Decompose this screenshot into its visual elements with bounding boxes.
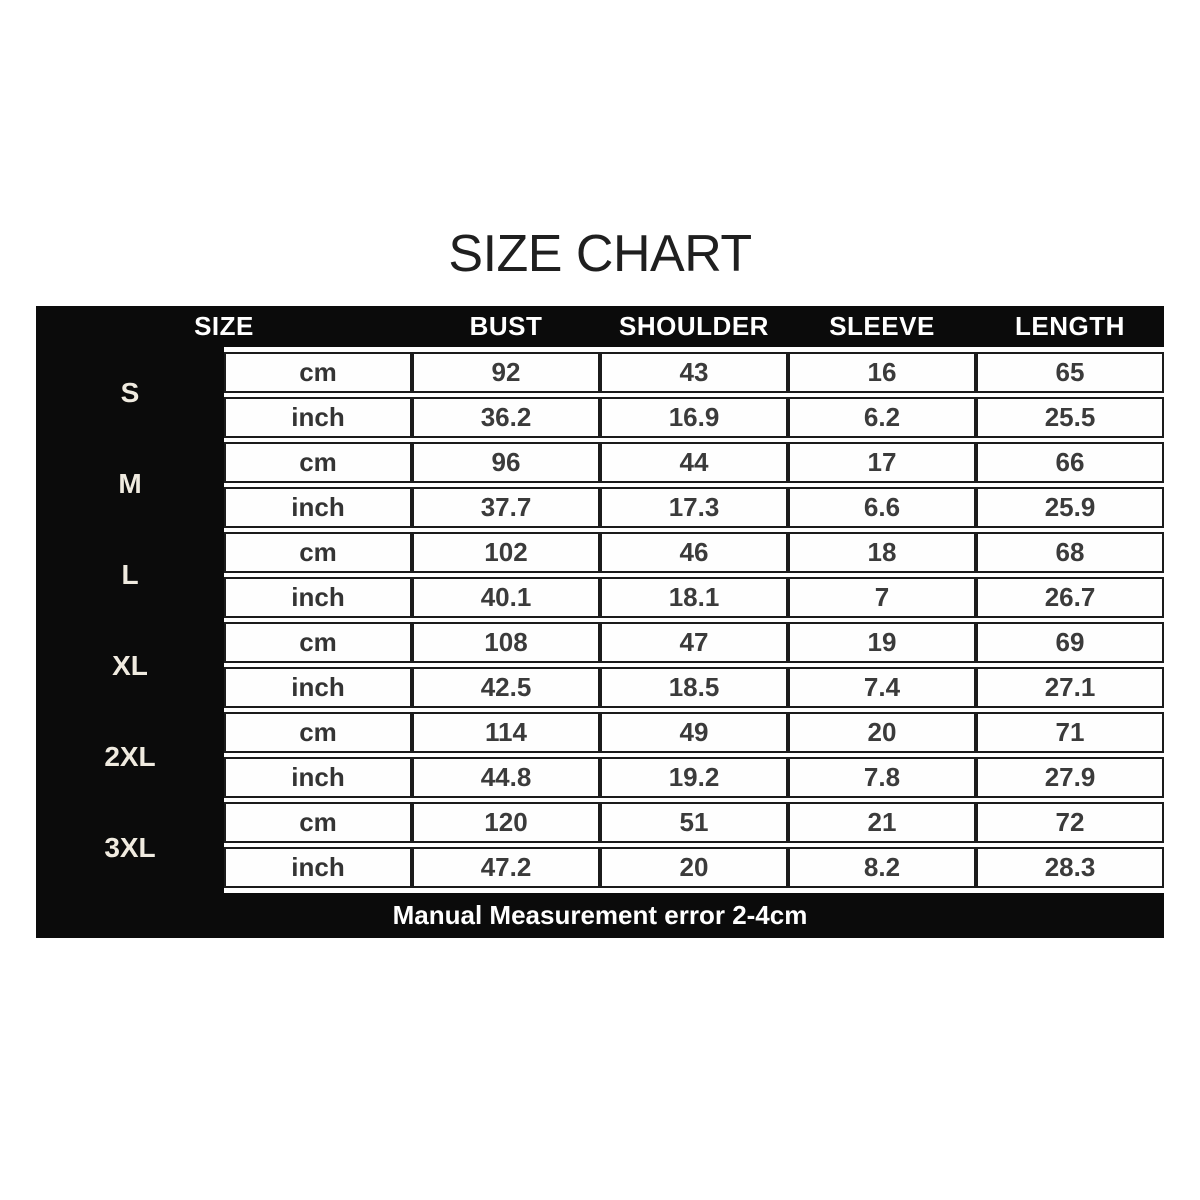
value-cell: 44.8 (412, 757, 600, 798)
value-cell: 16 (788, 352, 976, 393)
table-footer-row: Manual Measurement error 2-4cm (36, 893, 1164, 938)
size-label: 2XL (104, 740, 156, 772)
size-label: XL (112, 649, 148, 681)
value-cell: 6.2 (788, 397, 976, 438)
value-cell: 7.4 (788, 667, 976, 708)
value-cell: 6.6 (788, 487, 976, 528)
unit-cell: inch (224, 667, 412, 708)
size-label: 3XL (104, 831, 156, 863)
value-cell: 71 (976, 712, 1164, 753)
value-cell: 120 (412, 802, 600, 843)
unit-cell: cm (224, 352, 412, 393)
header-cell-length: LENGTH (1015, 311, 1125, 341)
unit-cell: inch (224, 487, 412, 528)
value-cell: 43 (600, 352, 788, 393)
value-cell: 44 (600, 442, 788, 483)
value-cell: 40.1 (412, 577, 600, 618)
value-cell: 51 (600, 802, 788, 843)
value-cell: 36.2 (412, 397, 600, 438)
value-cell: 69 (976, 622, 1164, 663)
value-cell: 49 (600, 712, 788, 753)
value-cell: 46 (600, 532, 788, 573)
size-label: L (121, 558, 139, 590)
value-cell: 16.9 (600, 397, 788, 438)
unit-cell: inch (224, 577, 412, 618)
size-label: S (120, 376, 140, 408)
value-cell: 25.5 (976, 397, 1164, 438)
value-cell: 47 (600, 622, 788, 663)
value-cell: 37.7 (412, 487, 600, 528)
page-title: SIZE CHART (448, 225, 752, 283)
header-cell-shoulder: SHOULDER (619, 311, 769, 341)
value-cell: 92 (412, 352, 600, 393)
size-label-column: S M L XL 2XL 3XL (36, 347, 224, 893)
size-label: M (118, 467, 142, 499)
value-cell: 65 (976, 352, 1164, 393)
size-chart-table: SIZE BUST SHOULDER SLEEVE LENGTH S M L XL 2X… (36, 306, 1164, 938)
value-cell: 8.2 (788, 847, 976, 888)
value-cell: 26.7 (976, 577, 1164, 618)
value-cell: 20 (600, 847, 788, 888)
value-cell: 66 (976, 442, 1164, 483)
value-cell: 114 (412, 712, 600, 753)
value-cell: 7.8 (788, 757, 976, 798)
value-cell: 7 (788, 577, 976, 618)
measurement-grid: cm 92 43 16 65 inch 36.2 16.9 6.2 25.5 cm 96 44 17 66 i… (224, 347, 1164, 893)
value-cell: 68 (976, 532, 1164, 573)
unit-cell: cm (224, 712, 412, 753)
value-cell: 96 (412, 442, 600, 483)
unit-cell: cm (224, 802, 412, 843)
value-cell: 27.9 (976, 757, 1164, 798)
value-cell: 108 (412, 622, 600, 663)
unit-cell: inch (224, 757, 412, 798)
value-cell: 72 (976, 802, 1164, 843)
value-cell: 28.3 (976, 847, 1164, 888)
value-cell: 21 (788, 802, 976, 843)
unit-cell: inch (224, 397, 412, 438)
value-cell: 18.5 (600, 667, 788, 708)
value-cell: 18.1 (600, 577, 788, 618)
table-body: S M L XL 2XL 3XL cm 92 43 16 65 inch 36.2 16.9 6.2 25.… (36, 347, 1164, 893)
value-cell: 17 (788, 442, 976, 483)
header-cell-bust: BUST (469, 311, 543, 341)
header-cell-size: SIZE (194, 311, 254, 341)
value-cell: 19 (788, 622, 976, 663)
value-cell: 27.1 (976, 667, 1164, 708)
unit-cell: cm (224, 532, 412, 573)
value-cell: 18 (788, 532, 976, 573)
measurement-note: Manual Measurement error 2-4cm (392, 900, 808, 930)
unit-cell: cm (224, 442, 412, 483)
unit-cell: inch (224, 847, 412, 888)
value-cell: 102 (412, 532, 600, 573)
table-header-row: SIZE BUST SHOULDER SLEEVE LENGTH (36, 306, 1164, 347)
value-cell: 42.5 (412, 667, 600, 708)
value-cell: 19.2 (600, 757, 788, 798)
value-cell: 25.9 (976, 487, 1164, 528)
value-cell: 17.3 (600, 487, 788, 528)
unit-cell: cm (224, 622, 412, 663)
header-cell-sleeve: SLEEVE (829, 311, 935, 341)
value-cell: 47.2 (412, 847, 600, 888)
value-cell: 20 (788, 712, 976, 753)
